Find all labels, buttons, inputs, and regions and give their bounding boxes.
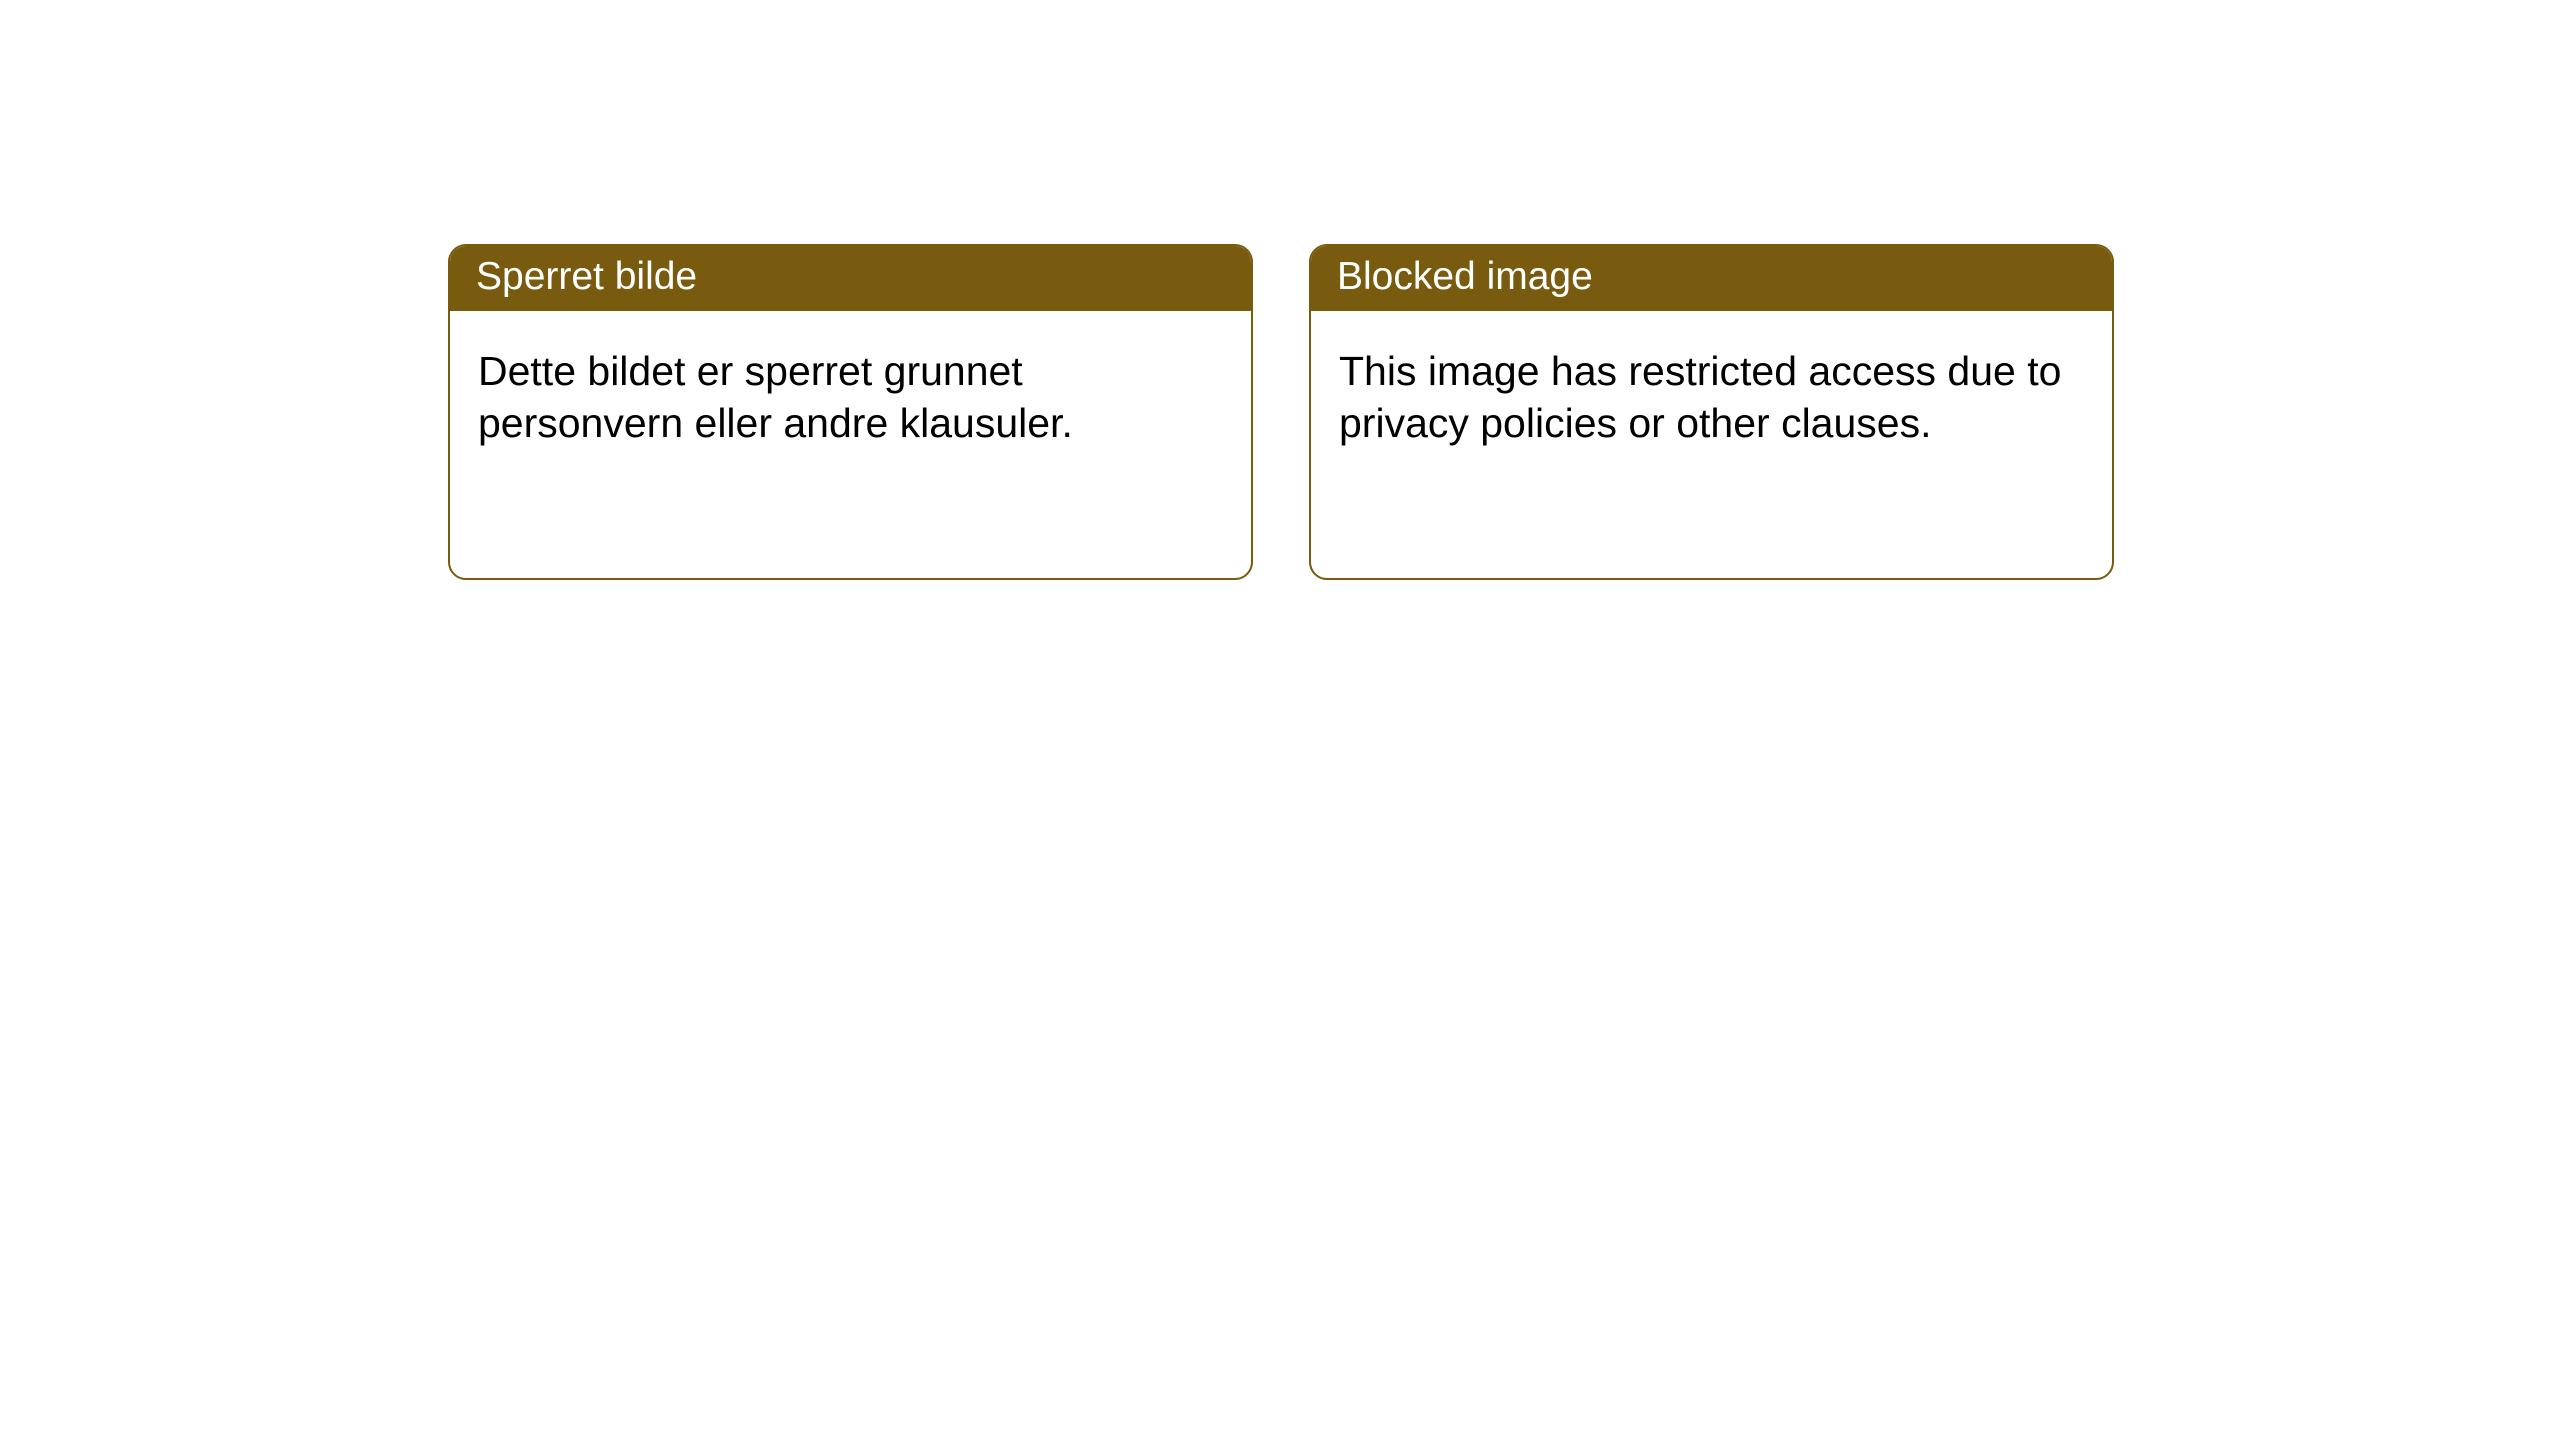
card-header-text: Blocked image (1337, 255, 1593, 298)
card-body-text: This image has restricted access due to … (1339, 348, 2061, 446)
card-header: Blocked image (1311, 246, 2112, 311)
card-body: Dette bildet er sperret grunnet personve… (450, 311, 1251, 483)
notice-card-norwegian: Sperret bilde Dette bildet er sperret gr… (448, 244, 1253, 580)
notice-card-english: Blocked image This image has restricted … (1309, 244, 2114, 580)
card-body: This image has restricted access due to … (1311, 311, 2112, 483)
card-header-text: Sperret bilde (476, 255, 697, 298)
card-body-text: Dette bildet er sperret grunnet personve… (478, 348, 1073, 446)
card-header: Sperret bilde (450, 246, 1251, 311)
notice-cards-container: Sperret bilde Dette bildet er sperret gr… (0, 0, 2560, 580)
